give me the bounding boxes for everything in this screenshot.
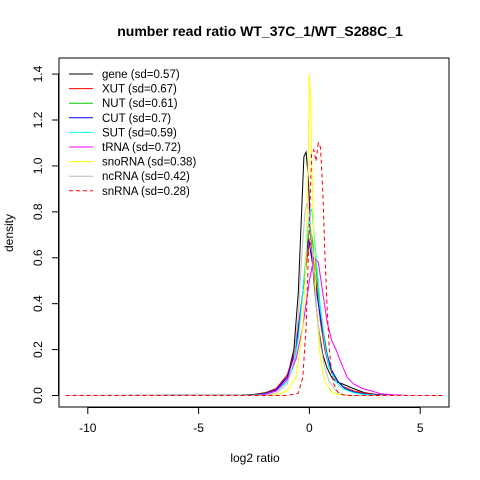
legend-label: gene (sd=0.57) [102,69,180,81]
x-axis-label: log2 ratio [230,451,280,465]
series-line-1 [65,239,443,396]
x-tick-label: -10 [79,421,97,435]
y-tick-label: 1.2 [31,111,45,128]
plot-area [58,57,450,408]
y-tick-label: 0.0 [31,387,45,404]
y-tick-label: 0.6 [31,249,45,266]
y-tick-label: 0.4 [31,295,45,312]
plot-frame [58,57,450,408]
legend-label: ncRNA (sd=0.42) [102,171,190,183]
legend-label: snRNA (sd=0.28) [102,186,190,198]
x-axis: -10 -5 0 5 [79,407,424,435]
y-tick-label: 1.0 [31,157,45,174]
y-axis-label: density [2,214,16,252]
y-axis: 0.0 0.2 0.4 0.6 0.8 1.0 1.2 1.4 [31,65,59,404]
series-line-4 [65,208,443,396]
legend: gene (sd=0.57) XUT (sd=0.67) NUT (sd=0.61)… [69,69,196,198]
legend-label: tRNA (sd=0.72) [102,142,181,154]
series-line-3 [65,239,443,396]
legend-label: CUT (sd=0.7) [102,113,171,125]
series-line-5 [65,256,443,396]
x-tick-label: -5 [193,421,204,435]
y-tick-label: 0.2 [31,341,45,358]
series-line-7 [65,202,443,396]
y-tick-label: 1.4 [31,65,45,82]
legend-label: NUT (sd=0.61) [102,98,178,110]
series-line-2 [65,228,443,396]
legend-label: SUT (sd=0.59) [102,127,177,139]
x-tick-label: 0 [306,421,313,435]
chart-title: number read ratio WT_37C_1/WT_S288C_1 [117,23,403,39]
x-tick-label: 5 [417,421,424,435]
legend-label: snoRNA (sd=0.38) [102,157,196,169]
legend-label: XUT (sd=0.67) [102,84,177,96]
y-tick-label: 0.8 [31,203,45,220]
